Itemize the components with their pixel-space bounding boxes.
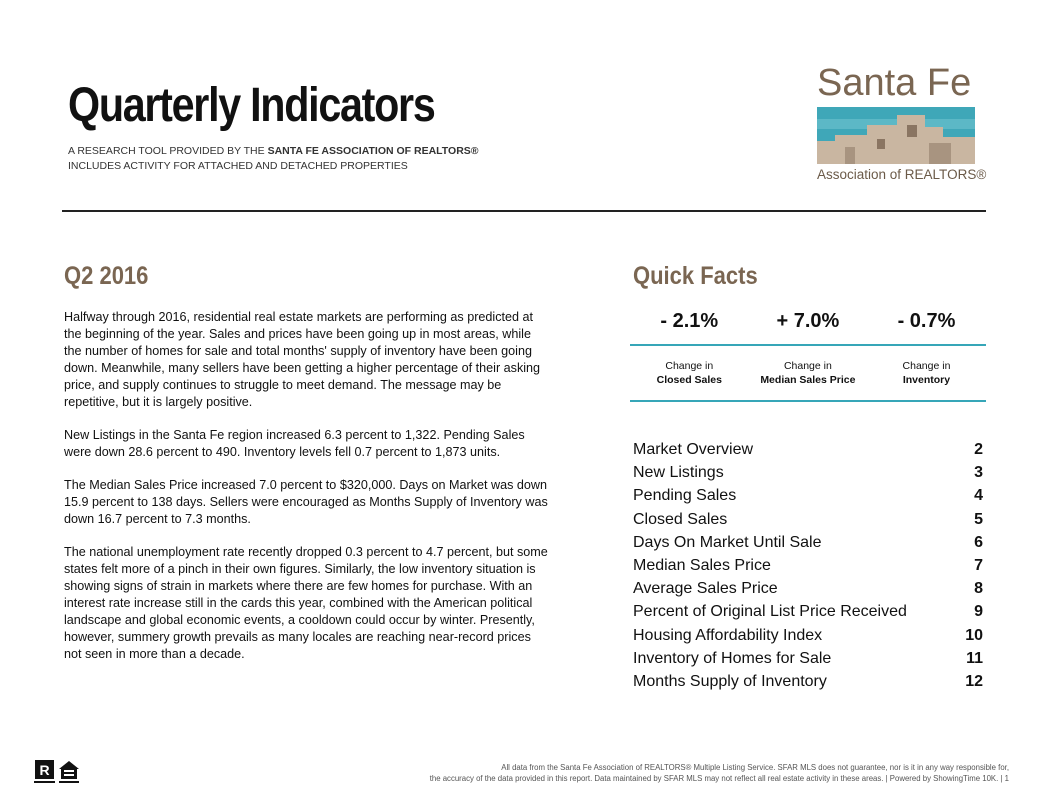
- footer-icons: R: [33, 758, 93, 791]
- toc-label: Housing Affordability Index: [633, 626, 823, 644]
- subtitle-association: SANTA FE ASSOCIATION OF REALTORS®: [267, 145, 479, 157]
- facts-bottom-rule: [630, 400, 986, 402]
- toc-page-number: 7: [974, 556, 983, 574]
- fact-label: Change in Closed Sales: [630, 346, 749, 400]
- page-subtitle: A RESEARCH TOOL PROVIDED BY THE SANTA FE…: [68, 144, 479, 174]
- fact-value: - 2.1%: [660, 310, 719, 332]
- toc-label: Median Sales Price: [633, 556, 771, 574]
- toc-item[interactable]: Closed Sales 5: [633, 508, 983, 531]
- fact-label: Change in Inventory: [867, 346, 986, 400]
- toc-item[interactable]: Median Sales Price 7: [633, 554, 983, 577]
- toc-page-number: 12: [965, 672, 983, 690]
- toc-page-number: 5: [974, 510, 983, 528]
- toc-label: Inventory of Homes for Sale: [633, 649, 832, 667]
- toc-page-number: 6: [974, 533, 983, 551]
- fact-label-bold: Closed Sales: [656, 374, 722, 386]
- fact-closed-sales: - 2.1%: [630, 306, 749, 344]
- fact-label-bold: Median Sales Price: [760, 374, 856, 386]
- report-summary: Halfway through 2016, residential real e…: [64, 309, 549, 679]
- toc-item[interactable]: Market Overview 2: [633, 438, 983, 461]
- toc-page-number: 11: [966, 649, 983, 667]
- summary-paragraph: New Listings in the Santa Fe region incr…: [64, 427, 525, 459]
- toc-label: Pending Sales: [633, 487, 737, 505]
- fact-median-sales-price: + 7.0%: [749, 306, 868, 344]
- equal-housing-opportunity-icon: [59, 761, 79, 783]
- fact-label-bold: Inventory: [902, 374, 951, 386]
- summary-paragraph: The Median Sales Price increased 7.0 per…: [64, 478, 548, 527]
- toc-item[interactable]: Days On Market Until Sale 6: [633, 531, 983, 554]
- summary-paragraph: Halfway through 2016, residential real e…: [64, 310, 541, 409]
- toc-label: Percent of Original List Price Received: [633, 603, 907, 621]
- footer-line1: All data from the Santa Fe Association o…: [501, 763, 1009, 772]
- toc-item[interactable]: Average Sales Price 8: [633, 577, 983, 600]
- toc-page-number: 4: [974, 487, 983, 505]
- toc-page-number: 3: [974, 464, 983, 482]
- svg-text:R: R: [39, 762, 49, 778]
- toc-label: Average Sales Price: [633, 580, 778, 598]
- report-period-heading: Q2 2016: [64, 262, 149, 290]
- fact-value: + 7.0%: [776, 310, 840, 332]
- footer-disclaimer: All data from the Santa Fe Association o…: [430, 762, 1009, 784]
- table-of-contents: Market Overview 2 New Listings 3 Pending S…: [633, 438, 983, 693]
- toc-page-number: 9: [974, 603, 983, 621]
- toc-label: Closed Sales: [633, 510, 728, 528]
- toc-item[interactable]: New Listings 3: [633, 461, 983, 484]
- fact-inventory: - 0.7%: [867, 306, 986, 344]
- quick-facts-panel: - 2.1% + 7.0% - 0.7% Change in Closed Sa…: [630, 306, 986, 402]
- toc-label: New Listings: [633, 464, 724, 482]
- toc-item[interactable]: Pending Sales 4: [633, 484, 983, 507]
- fact-label-top: Change in: [783, 360, 832, 372]
- adobe-building-icon: [817, 107, 975, 164]
- subtitle-line2: INCLUDES ACTIVITY FOR ATTACHED AND DETAC…: [68, 160, 408, 172]
- fact-value: - 0.7%: [897, 310, 956, 332]
- facts-top-rule: [630, 344, 986, 346]
- realtor-r-icon: R: [34, 760, 79, 783]
- toc-label: Months Supply of Inventory: [633, 672, 827, 690]
- toc-item[interactable]: Months Supply of Inventory 12: [633, 670, 983, 693]
- toc-page-number: 8: [974, 580, 983, 598]
- toc-item[interactable]: Housing Affordability Index 10: [633, 624, 983, 647]
- subtitle-prefix: A RESEARCH TOOL PROVIDED BY THE: [68, 145, 265, 157]
- toc-item[interactable]: Inventory of Homes for Sale 11: [633, 647, 983, 670]
- toc-label: Days On Market Until Sale: [633, 533, 822, 551]
- page-title: Quarterly Indicators: [68, 79, 436, 132]
- fact-label-top: Change in: [665, 360, 714, 372]
- toc-page-number: 10: [965, 626, 983, 644]
- toc-item[interactable]: Percent of Original List Price Received 9: [633, 600, 983, 623]
- footer-line2: the accuracy of the data provided in thi…: [429, 774, 1009, 783]
- fact-label: Change in Median Sales Price: [749, 346, 868, 400]
- toc-page-number: 2: [974, 441, 983, 458]
- quick-facts-heading: Quick Facts: [633, 262, 758, 290]
- fact-label-top: Change in: [902, 360, 951, 372]
- logo-bottom-text: Association of REALTORS®: [817, 167, 987, 182]
- summary-paragraph: The national unemployment rate recently …: [64, 545, 548, 661]
- logo-top-text: Santa Fe: [817, 62, 972, 104]
- toc-label: Market Overview: [633, 441, 754, 458]
- header-divider: [62, 210, 986, 212]
- santa-fe-logo: Santa Fe Association of REALTORS®: [815, 62, 987, 192]
